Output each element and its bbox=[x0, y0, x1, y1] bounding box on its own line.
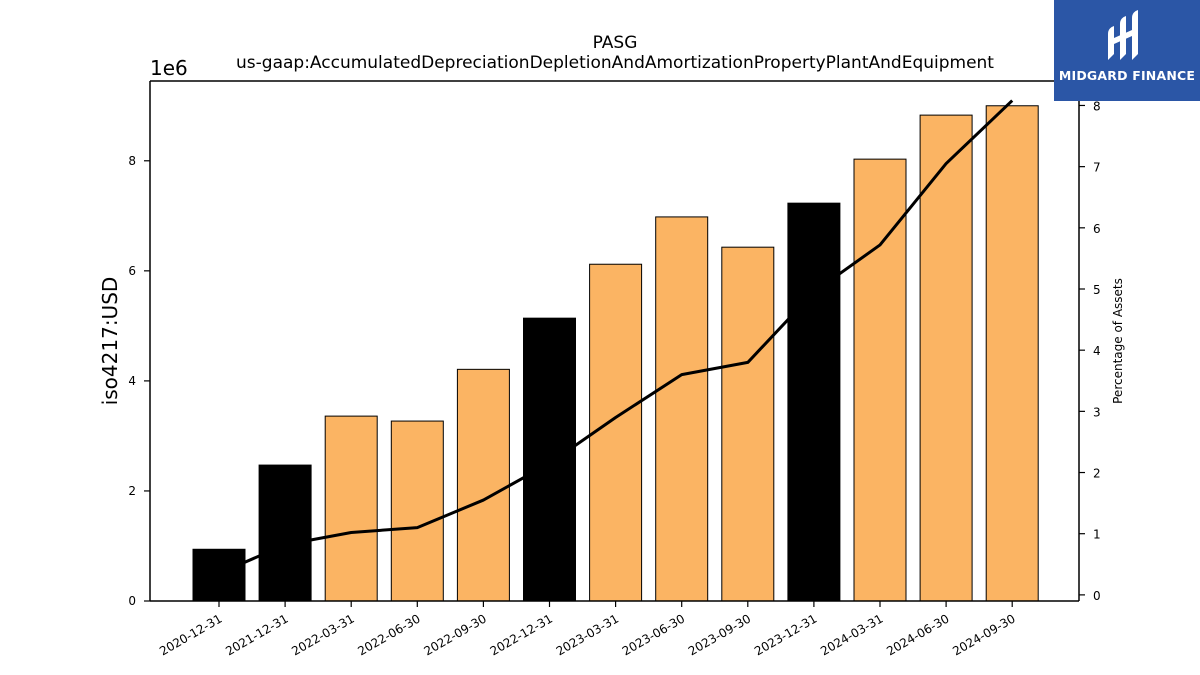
brand-logo: MIDGARD FINANCE bbox=[1054, 0, 1200, 101]
y-offset-label: 1e6 bbox=[150, 56, 188, 80]
y-tick-label: 4 bbox=[128, 374, 136, 388]
x-tick-label: 2022-06-30 bbox=[355, 611, 422, 658]
axes bbox=[149, 80, 1080, 602]
y2-tick-label: 1 bbox=[1093, 528, 1101, 542]
line-group bbox=[218, 99, 1014, 575]
bar-2023-06-30 bbox=[655, 216, 709, 602]
bar-2024-09-30 bbox=[985, 105, 1039, 602]
bar-2022-06-30 bbox=[390, 420, 444, 602]
y2-tick-label: 8 bbox=[1093, 99, 1101, 113]
y2-tick-label: 0 bbox=[1093, 589, 1101, 603]
x-tick-label: 2023-03-31 bbox=[554, 611, 621, 658]
chart-subtitle: us-gaap:AccumulatedDepreciationDepletion… bbox=[236, 53, 994, 73]
x-tick-label: 2022-09-30 bbox=[421, 611, 488, 658]
x-tick-label: 2024-06-30 bbox=[884, 611, 951, 658]
y2-tick-label: 5 bbox=[1093, 283, 1101, 297]
y-tick-label: 0 bbox=[128, 594, 136, 608]
percentage-line bbox=[218, 99, 1014, 575]
y2-tick-label: 2 bbox=[1093, 467, 1101, 481]
x-tick-label: 2022-03-31 bbox=[289, 611, 356, 658]
y2-axis-label: Percentage of Assets bbox=[1111, 278, 1125, 404]
bar-2024-03-31 bbox=[853, 158, 907, 602]
x-tick-label: 2023-06-30 bbox=[620, 611, 687, 658]
x-tick-label: 2024-03-31 bbox=[818, 611, 885, 658]
logo-mark-icon bbox=[1108, 10, 1138, 60]
bar-2022-03-31 bbox=[324, 415, 378, 602]
bar-2022-12-31 bbox=[523, 317, 576, 602]
y-tick-label: 2 bbox=[128, 484, 136, 498]
bar-2024-06-30 bbox=[919, 114, 973, 602]
bar-2020-12-31 bbox=[192, 548, 246, 602]
bar-2023-03-31 bbox=[589, 263, 643, 602]
y2-tick-label: 6 bbox=[1093, 222, 1101, 236]
bar-2021-12-31 bbox=[258, 464, 312, 602]
bar-2023-12-31 bbox=[787, 202, 841, 602]
y-tick-label: 6 bbox=[128, 264, 136, 278]
logo-text: MIDGARD FINANCE bbox=[1058, 68, 1196, 83]
y2-tick-label: 7 bbox=[1093, 161, 1101, 175]
y-axis-label: iso4217:USD bbox=[98, 277, 122, 406]
x-tick-label: 2024-09-30 bbox=[950, 611, 1017, 658]
bar-2022-09-30 bbox=[456, 368, 510, 602]
bar-group bbox=[192, 105, 1039, 602]
y2-tick-label: 4 bbox=[1093, 344, 1101, 358]
x-tick-label: 2020-12-31 bbox=[157, 611, 224, 658]
x-tick-label: 2023-12-31 bbox=[752, 611, 819, 658]
y-tick-label: 8 bbox=[128, 154, 136, 168]
y2-tick-label: 3 bbox=[1093, 405, 1101, 419]
bar-2023-09-30 bbox=[721, 246, 775, 602]
x-tick-label: 2021-12-31 bbox=[223, 611, 290, 658]
x-tick-label: 2022-12-31 bbox=[488, 611, 555, 658]
x-tick-label: 2023-09-30 bbox=[686, 611, 753, 658]
chart-title: PASG bbox=[593, 33, 638, 53]
